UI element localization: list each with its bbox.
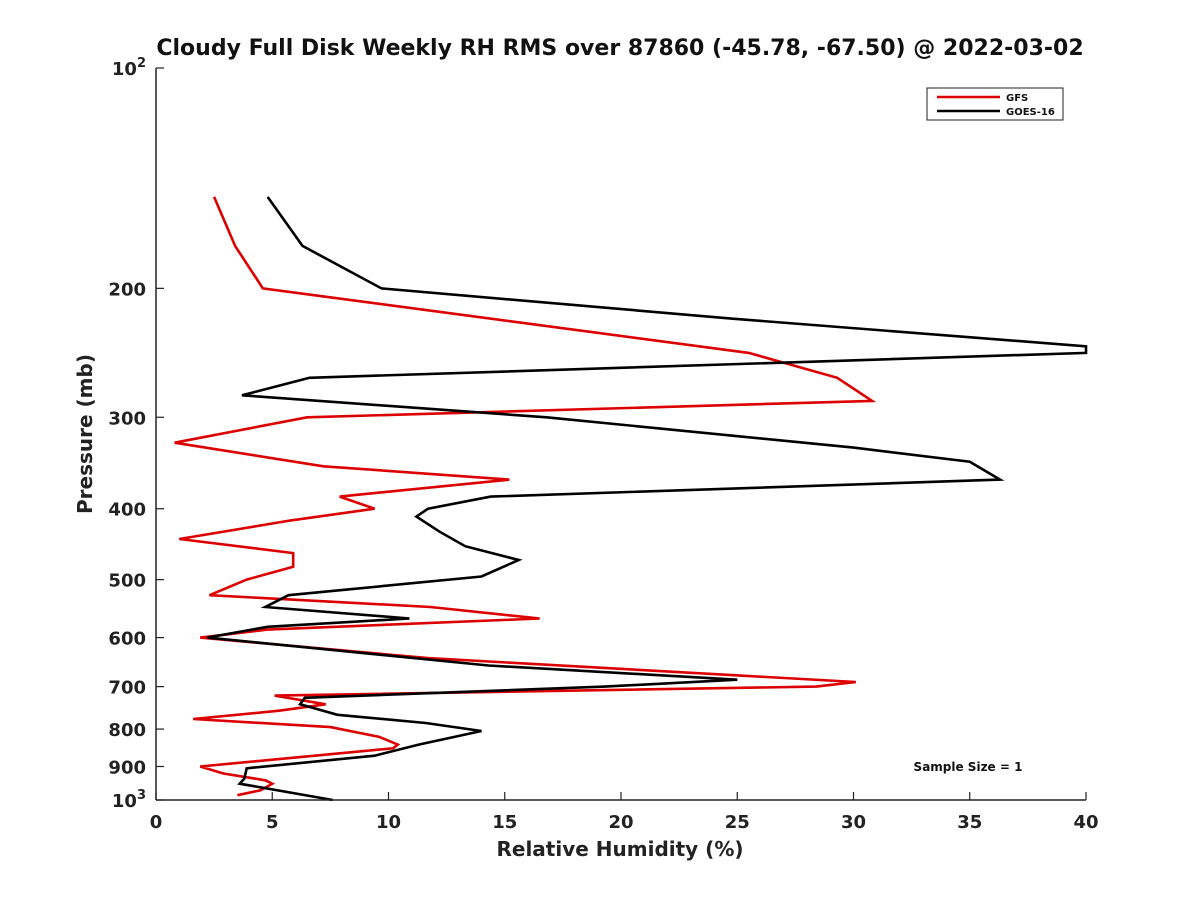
- y-tick-label: 300: [108, 408, 146, 429]
- plot-frame: [156, 68, 1086, 800]
- x-tick-label: 25: [725, 812, 750, 833]
- legend-box: [926, 87, 1064, 121]
- plot-area: 0 5 10 15 20 25 30 35 40 102 200 300 400 500 600 700 80…: [108, 56, 1098, 833]
- legend-label-gfs: GFS: [1006, 93, 1028, 104]
- y-tick-label: 103: [112, 788, 146, 812]
- x-tick-label: 40: [1073, 812, 1098, 833]
- y-tick-label: 700: [108, 678, 146, 699]
- legend-entries: GFS GOES-16: [937, 93, 1055, 118]
- y-tick-label: 500: [108, 571, 146, 592]
- y-tick-label: 800: [108, 720, 146, 741]
- y-tick-label: 900: [108, 758, 146, 779]
- x-tick-label: 5: [266, 812, 279, 833]
- x-tick-label: 10: [376, 812, 401, 833]
- y-axis-label: Pressure (mb): [73, 354, 97, 514]
- y-axis-ticks: 102 200 300 400 500 600 700 800 900 103: [108, 56, 164, 812]
- y-tick-label: 600: [108, 629, 146, 650]
- y-tick-label: 102: [112, 56, 146, 80]
- x-tick-label: 20: [608, 812, 633, 833]
- x-axis-ticks: 0 5 10 15 20 25 30 35 40: [150, 792, 1099, 833]
- x-axis-label: Relative Humidity (%): [496, 837, 743, 861]
- x-tick-label: 30: [841, 812, 866, 833]
- legend-label-goes-16: GOES-16: [1006, 107, 1055, 118]
- x-tick-label: 35: [957, 812, 982, 833]
- series-line-goes-16: [206, 196, 1088, 802]
- x-tick-label: 15: [492, 812, 517, 833]
- series-layer: [174, 196, 1088, 802]
- chart-title: Cloudy Full Disk Weekly RH RMS over 8786…: [156, 36, 1083, 61]
- y-tick-label: 400: [108, 500, 146, 521]
- legend: GFS GOES-16: [926, 87, 1064, 121]
- y-tick-label: 200: [108, 279, 146, 300]
- series-line-gfs: [174, 196, 877, 797]
- sample-size-annotation: Sample Size = 1: [914, 760, 1023, 774]
- x-tick-label: 0: [150, 812, 163, 833]
